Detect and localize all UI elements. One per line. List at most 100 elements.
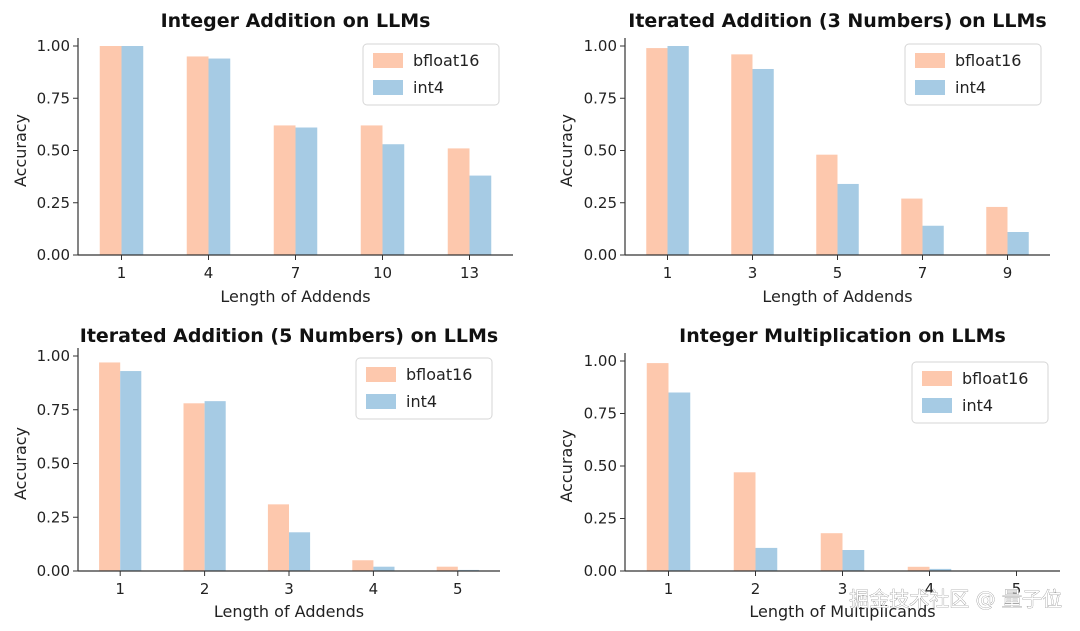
bar-bfloat16-1	[99, 46, 122, 255]
x-tick-label: 5	[833, 264, 843, 282]
y-tick-label: 0.50	[584, 142, 617, 160]
x-tick-label: 3	[748, 264, 758, 282]
watermark-text: 掘金技术社区 @ 量子位	[849, 587, 1062, 611]
y-tick-label: 1.00	[37, 37, 70, 55]
x-tick-label: 1	[115, 580, 125, 598]
x-axis-label: Length of Addends	[214, 602, 364, 621]
bar-bfloat16-4	[186, 56, 209, 256]
y-tick-label: 0.50	[584, 457, 617, 475]
y-tick-label: 1.00	[584, 37, 617, 55]
legend-swatch-int4	[915, 80, 945, 95]
bar-bfloat16-9	[986, 206, 1008, 255]
bar-bfloat16-2	[733, 472, 756, 571]
chart-title: Integer Addition on LLMs	[161, 10, 431, 32]
x-tick-label: 4	[925, 580, 935, 598]
y-tick-label: 0.00	[37, 562, 70, 580]
bar-int4-13	[469, 175, 492, 255]
x-axis-label: Length of Multiplicands	[749, 602, 935, 621]
legend: bfloat16 int4	[904, 43, 1042, 106]
y-tick-label: 0.00	[584, 246, 617, 264]
legend-swatch-bfloat16	[373, 53, 403, 68]
chart-title: Iterated Addition (3 Numbers) on LLMs	[628, 10, 1046, 32]
bar-int4-5	[837, 183, 859, 255]
y-tick-label: 0.25	[584, 510, 617, 528]
x-tick-label: 9	[1003, 264, 1013, 282]
x-tick-label: 4	[204, 264, 214, 282]
y-tick-label: 1.00	[584, 352, 617, 370]
bar-bfloat16-7	[273, 125, 296, 255]
bar-bfloat16-4	[352, 560, 374, 571]
chart-panel-2: Iterated Addition (3 Numbers) on LLMs 0.0…	[557, 10, 1050, 306]
legend-swatch-int4	[922, 398, 952, 413]
x-tick-label: 13	[460, 264, 479, 282]
bar-int4-3	[289, 532, 311, 571]
bar-int4-1	[667, 46, 689, 255]
y-axis-label: Accuracy	[557, 429, 576, 502]
legend-label-int4: int4	[413, 78, 444, 97]
y-axis-label: Accuracy	[557, 114, 576, 187]
legend-swatch-int4	[366, 394, 396, 409]
legend-swatch-bfloat16	[922, 371, 952, 386]
x-tick-label: 7	[291, 264, 301, 282]
bar-bfloat16-3	[267, 504, 289, 571]
bar-bfloat16-1	[646, 48, 668, 256]
bar-int4-4	[208, 58, 231, 255]
legend-label-bfloat16: bfloat16	[406, 365, 472, 384]
bar-int4-4	[373, 566, 395, 571]
x-axis-label: Length of Addends	[762, 287, 912, 306]
chart-panel-4: Integer Multiplication on LLMs 0.00 0.25 0.…	[557, 325, 1060, 621]
y-tick-label: 0.75	[37, 89, 70, 107]
legend-swatch-bfloat16	[915, 53, 945, 68]
x-tick-label: 5	[1012, 580, 1022, 598]
bar-int4-9	[1007, 232, 1029, 255]
bar-bfloat16-4	[907, 566, 930, 571]
y-axis-label: Accuracy	[11, 427, 30, 500]
bar-bfloat16-13	[447, 148, 470, 255]
legend-label-bfloat16: bfloat16	[955, 51, 1021, 70]
chart-panel-3: Iterated Addition (5 Numbers) on LLMs 0.0…	[11, 325, 500, 621]
legend-label-bfloat16: bfloat16	[413, 51, 479, 70]
x-tick-label: 2	[200, 580, 210, 598]
y-tick-label: 1.00	[37, 347, 70, 365]
bar-bfloat16-3	[731, 54, 753, 255]
x-tick-label: 7	[918, 264, 928, 282]
bar-bfloat16-5	[816, 154, 838, 255]
x-tick-label: 2	[751, 580, 761, 598]
x-tick-label: 5	[453, 580, 463, 598]
legend: bfloat16 int4	[911, 361, 1049, 424]
bar-int4-2	[755, 547, 778, 571]
bar-int4-2	[204, 401, 226, 571]
bar-int4-7	[295, 127, 318, 255]
bar-bfloat16-5	[436, 566, 458, 571]
y-tick-label: 0.50	[37, 455, 70, 473]
x-tick-label: 3	[838, 580, 848, 598]
y-tick-label: 0.50	[37, 142, 70, 160]
x-tick-label: 1	[663, 264, 673, 282]
bar-int4-4	[929, 568, 952, 571]
x-tick-label: 3	[284, 580, 294, 598]
bar-bfloat16-1	[99, 362, 121, 571]
chart-title: Integer Multiplication on LLMs	[679, 325, 1006, 347]
bar-int4-3	[842, 550, 865, 571]
bar-int4-7	[922, 225, 944, 255]
x-tick-label: 1	[664, 580, 674, 598]
y-tick-label: 0.00	[584, 562, 617, 580]
bar-bfloat16-10	[360, 125, 383, 255]
x-tick-label: 4	[369, 580, 379, 598]
y-axis-label: Accuracy	[11, 114, 30, 187]
bar-int4-1	[120, 371, 142, 571]
y-tick-label: 0.75	[584, 89, 617, 107]
x-tick-label: 1	[117, 264, 127, 282]
x-tick-label: 10	[373, 264, 392, 282]
y-tick-label: 0.00	[37, 246, 70, 264]
legend-label-int4: int4	[955, 78, 986, 97]
bar-bfloat16-1	[646, 363, 669, 571]
legend: bfloat16 int4	[355, 357, 493, 420]
bar-bfloat16-7	[901, 198, 923, 255]
legend-label-int4: int4	[962, 396, 993, 415]
bar-int4-3	[752, 68, 774, 256]
bar-int4-10	[382, 144, 405, 255]
x-axis-label: Length of Addends	[220, 287, 370, 306]
legend-label-int4: int4	[406, 392, 437, 411]
